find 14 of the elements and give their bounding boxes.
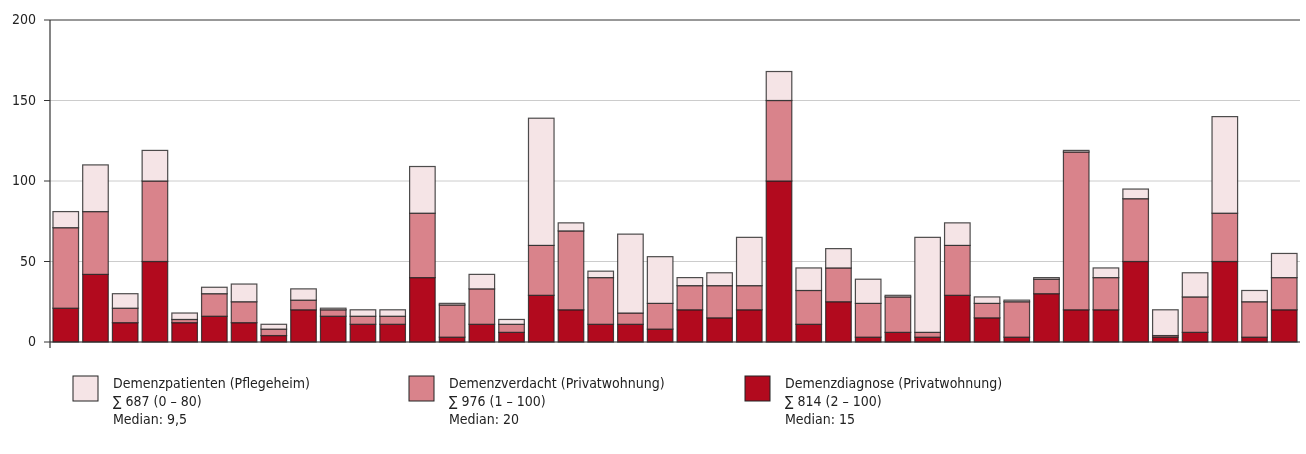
text: Median: 15 — [785, 411, 856, 427]
legend-label: Demenzpatienten (Pflegeheim) — [113, 375, 310, 391]
y-tick-label: 50 — [19, 252, 36, 269]
text: Median: 9,5 — [113, 411, 188, 427]
text: ∑ 687 (0 – 80) — [113, 393, 202, 409]
legend-label: Demenzdiagnose (Privatwohnung) — [785, 375, 1003, 391]
y-tick-label: 100 — [11, 172, 36, 188]
y-tick-label: 0 — [27, 333, 36, 349]
y-tick-label: 150 — [11, 91, 36, 108]
text: ∑ 814 (2 – 100) — [785, 393, 882, 409]
text: ∑ 976 (1 – 100) — [449, 393, 546, 409]
text: Median: 20 — [449, 411, 520, 427]
legend-label: Demenzverdacht (Privatwohnung) — [449, 375, 665, 391]
y-tick-label: 200 — [11, 11, 36, 27]
